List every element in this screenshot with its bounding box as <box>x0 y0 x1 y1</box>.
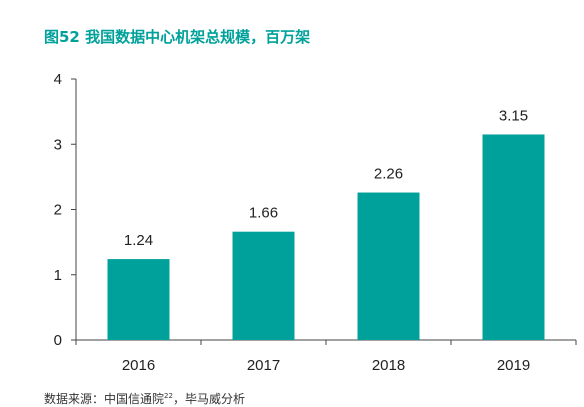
bar-2017 <box>232 231 295 340</box>
x-tick-label-2016: 2016 <box>122 357 155 374</box>
chart-title: 图52 我国数据中心机架总规模，百万架 <box>44 28 311 46</box>
data-label-2018: 2.26 <box>374 166 403 183</box>
y-tick-label: 4 <box>54 71 62 88</box>
y-tick-label: 3 <box>54 136 62 153</box>
bars <box>107 134 545 340</box>
x-tick-label-2017: 2017 <box>247 357 280 374</box>
y-axis: 0 1 2 3 4 <box>54 71 77 349</box>
x-axis: 2016 2017 2018 2019 <box>75 339 577 374</box>
bar-2019 <box>482 134 545 340</box>
bar-2018 <box>357 192 420 340</box>
data-label-2019: 3.15 <box>499 107 528 124</box>
data-label-2016: 1.24 <box>124 232 153 249</box>
y-tick-label: 1 <box>54 267 62 284</box>
x-tick-label-2019: 2019 <box>497 357 530 374</box>
y-tick-label: 2 <box>54 202 62 219</box>
source-prefix: 数据来源：中国信通院 <box>44 392 165 406</box>
source-note: 数据来源：中国信通院22，毕马威分析 <box>44 390 245 407</box>
source-suffix: ，毕马威分析 <box>172 392 245 406</box>
source-footnote: 22 <box>164 392 173 400</box>
x-tick-label-2018: 2018 <box>372 357 405 374</box>
bar-2016 <box>107 259 170 340</box>
data-label-2017: 1.66 <box>249 205 278 222</box>
data-labels: 1.24 1.66 2.26 3.15 <box>124 107 528 249</box>
y-tick-label: 0 <box>54 332 62 349</box>
